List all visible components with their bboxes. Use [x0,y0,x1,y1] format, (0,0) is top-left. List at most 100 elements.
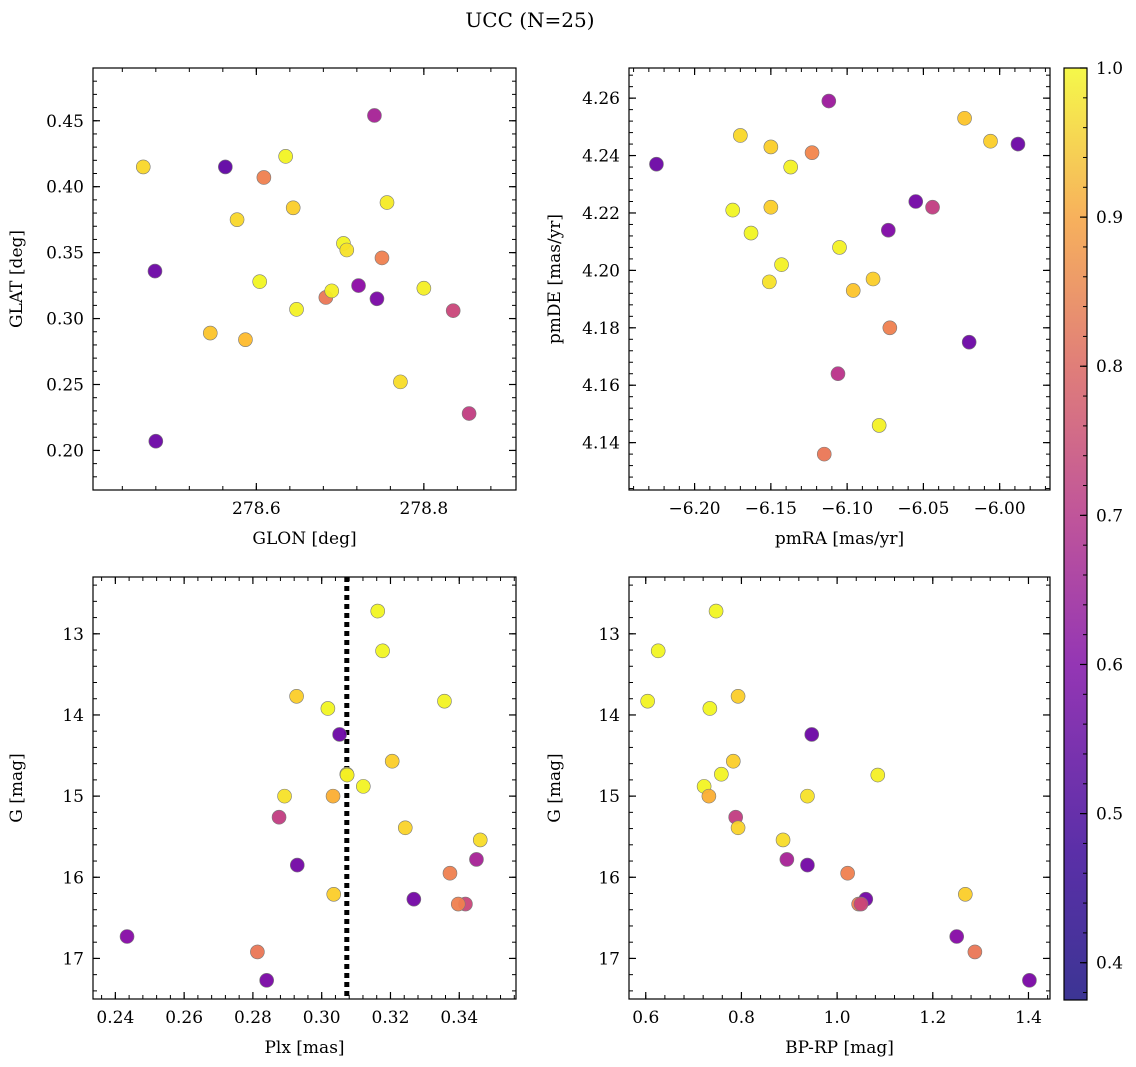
data-point [763,199,779,215]
data-point [1010,136,1026,152]
y-tick-label: 4.20 [582,261,620,281]
x-tick-label: −6.20 [669,499,721,519]
figure-title: UCC (N=25) [465,8,595,32]
y-tick-label: 0.25 [46,376,84,396]
data-point [339,242,355,258]
x-tick-label: 1.4 [1015,1008,1042,1028]
x-tick-label: 0.34 [440,1008,478,1028]
data-point [259,973,274,988]
data-point [702,701,718,716]
data-point [870,767,886,783]
y-tick-label: 14 [598,706,620,726]
y-tick-label: 0.30 [46,310,84,330]
data-point [865,271,881,287]
data-point [285,200,301,216]
data-point [320,701,336,716]
data-point [701,788,717,804]
data-point [881,222,896,238]
data-point [779,852,795,867]
y-tick-label: 4.18 [582,319,620,339]
data-point [967,944,983,960]
colorbar-tick-label: 0.6 [1096,655,1123,675]
data-point [469,852,484,867]
data-point [148,433,164,449]
y-tick-label: 15 [598,787,620,807]
x-axis-label: Plx [mas] [264,1038,344,1058]
data-point [437,693,452,709]
data-point [832,240,847,255]
data-point [762,274,777,290]
data-point [229,212,245,227]
data-point [882,320,898,336]
data-point [326,887,342,902]
data-point [871,418,887,433]
data-point [830,366,846,382]
axes-frame [92,576,517,1000]
data-point [384,753,400,769]
data-point [961,334,977,350]
y-tick-label: 4.14 [582,434,620,454]
data-point [649,156,664,172]
y-axis-label: G [mag] [545,753,565,822]
data-point [238,332,253,347]
colorbar-tick-label: 0.7 [1096,506,1123,526]
data-point [202,325,218,341]
data-point [804,145,820,160]
y-tick-label: 4.16 [582,376,620,396]
y-tick-label: 13 [598,625,620,645]
data-point [393,374,408,390]
y-tick-label: 15 [62,787,84,807]
colorbar-tick-label: 1.0 [1096,59,1123,79]
y-tick-label: 0.35 [46,244,84,264]
data-point [461,406,477,421]
data-point [271,809,287,825]
data-point [472,832,488,848]
data-point [958,887,973,902]
data-point [730,820,746,836]
colorbar-tick-label: 0.4 [1096,954,1123,974]
data-point [325,788,341,804]
data-point [289,857,305,873]
data-point [908,194,924,209]
x-tick-label: 0.30 [303,1008,341,1028]
colorbar-tick-label: 0.9 [1096,208,1123,228]
data-point [442,865,458,881]
data-point [339,767,355,783]
panel-plx-g: 0.24 0.26 0.28 0.30 0.32 0.34 13 14 15 16 17 Plx [m… [7,576,517,1058]
data-point [252,274,267,289]
x-tick-label: −6.05 [897,499,949,519]
data-point [367,108,382,123]
data-point [375,643,390,659]
x-tick-label: 278.6 [232,499,281,519]
colorbar-gradient [1064,68,1087,1000]
data-point [743,225,759,241]
data-point [800,788,815,804]
axes-frame [92,67,517,491]
data-point [840,865,855,881]
data-points [135,108,477,449]
data-point [256,170,272,185]
data-point [324,283,340,299]
y-tick-label: 0.20 [46,441,84,461]
data-points [119,603,488,988]
x-tick-label: −6.00 [974,499,1026,519]
data-point [416,280,432,296]
data-point [370,603,386,619]
data-point [816,446,832,462]
x-tick-label: 0.24 [96,1008,134,1028]
colorbar-tick-label: 0.8 [1096,357,1123,377]
data-point [845,283,861,298]
x-tick-label: −6.15 [745,499,797,519]
x-axis-label: pmRA [mas/yr] [775,529,904,549]
colorbar-tick-label: 0.5 [1096,805,1123,825]
y-tick-label: 4.26 [582,89,620,109]
x-tick-label: 1.2 [919,1008,946,1028]
data-point [957,110,972,126]
x-tick-label: −6.10 [821,499,873,519]
x-tick-label: 0.32 [372,1008,410,1028]
data-point [725,202,741,218]
data-point [640,693,655,709]
data-point [135,159,151,175]
data-point [733,128,748,143]
y-tick-label: 16 [62,868,84,888]
